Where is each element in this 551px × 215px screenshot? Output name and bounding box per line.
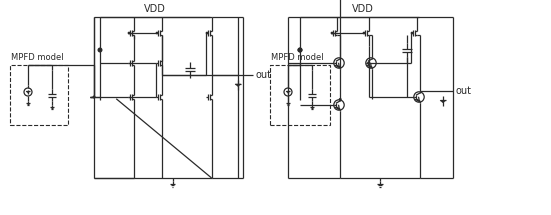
Text: MPFD model: MPFD model — [11, 53, 63, 62]
Circle shape — [298, 48, 302, 52]
Text: MPFD model: MPFD model — [271, 53, 323, 62]
Polygon shape — [286, 91, 290, 93]
Polygon shape — [440, 100, 446, 103]
Text: VDD: VDD — [144, 4, 166, 14]
Circle shape — [298, 48, 302, 52]
Text: out: out — [255, 70, 271, 80]
Circle shape — [339, 98, 342, 101]
Circle shape — [367, 61, 370, 64]
Text: VDD: VDD — [352, 4, 374, 14]
Polygon shape — [26, 91, 30, 93]
Circle shape — [98, 48, 102, 52]
Circle shape — [93, 95, 95, 98]
Polygon shape — [235, 84, 241, 86]
Text: out: out — [455, 86, 471, 96]
